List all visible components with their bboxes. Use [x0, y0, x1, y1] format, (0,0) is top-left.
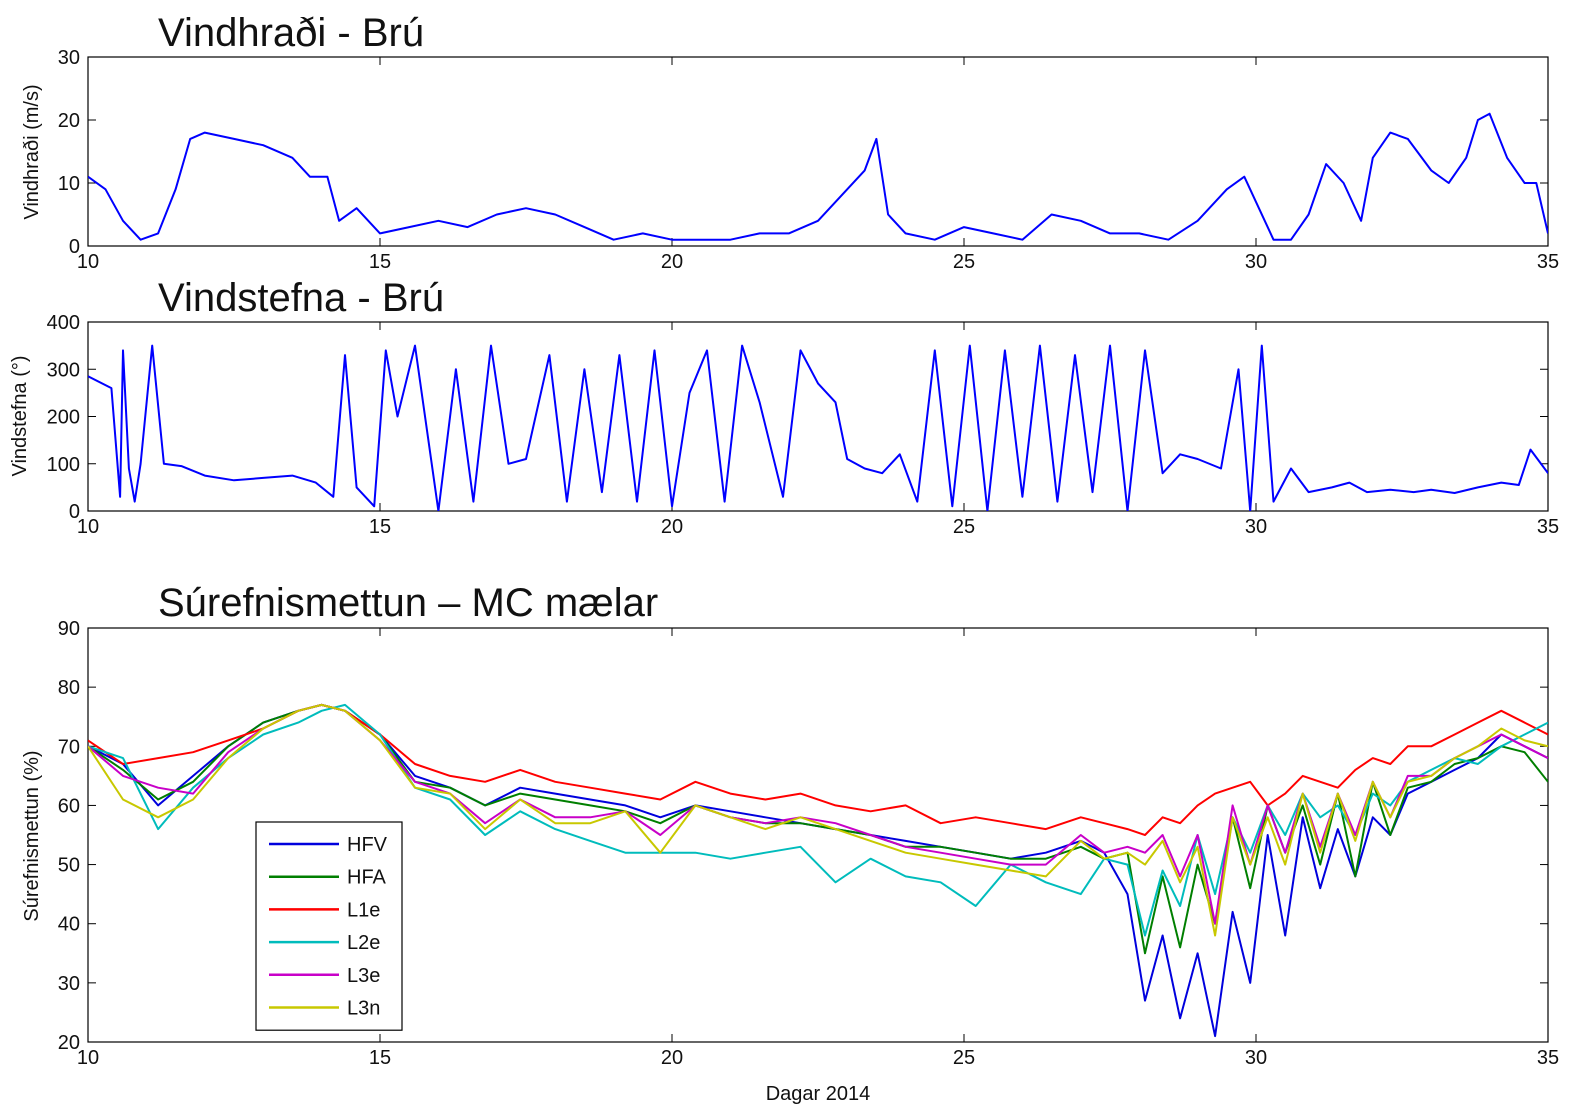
x-tick-label: 30	[1245, 1047, 1267, 1069]
series-line	[88, 344, 1548, 511]
panel-title: Vindhraði - Brú	[158, 11, 424, 55]
y-tick-label: 300	[47, 359, 80, 381]
panel-wind-direction: Vindstefna - Brú Vindstefna (°) 10 15 20 25…	[9, 276, 1559, 538]
y-tick-label: 200	[47, 407, 80, 429]
x-tick-label: 15	[369, 251, 391, 273]
y-tick-label: 30	[58, 973, 80, 995]
x-tick-label: 35	[1537, 516, 1559, 538]
plot-frame	[87, 321, 1549, 512]
y-tick-label: 70	[58, 736, 80, 758]
legend-label: L3n	[347, 998, 380, 1020]
y-tick-label: 10	[58, 173, 80, 195]
x-tick-label: 10	[77, 516, 99, 538]
series-lines	[88, 703, 1548, 1038]
y-axis-label: Súrefnismettun (%)	[21, 750, 43, 921]
y-tick-label: 90	[58, 618, 80, 640]
y-tick-label: 0	[69, 501, 80, 523]
panel-oxygen-saturation: Súrefnismettun – MC mælar Súrefnismettun…	[21, 581, 1559, 1105]
panel-title: Vindstefna - Brú	[158, 276, 444, 320]
series-lines	[88, 344, 1548, 511]
x-tick-label: 10	[77, 251, 99, 273]
series-line-l3n	[88, 703, 1548, 937]
x-tick-label: 15	[369, 1047, 391, 1069]
x-tick-label: 20	[661, 1047, 683, 1069]
x-tick-label: 35	[1537, 1047, 1559, 1069]
x-tick-label: 20	[661, 516, 683, 538]
y-tick-label: 400	[47, 312, 80, 334]
legend-label: HFV	[347, 834, 388, 856]
y-tick-label: 100	[47, 454, 80, 476]
legend-label: L2e	[347, 932, 380, 954]
x-tick-label: 20	[661, 251, 683, 273]
legend-label: L3e	[347, 965, 380, 987]
x-tick-label: 30	[1245, 516, 1267, 538]
x-tick-label: 25	[953, 516, 975, 538]
y-tick-label: 40	[58, 914, 80, 936]
legend-label: HFA	[347, 867, 387, 889]
y-tick-label: 50	[58, 855, 80, 877]
x-tick-label: 15	[369, 516, 391, 538]
y-tick-label: 0	[69, 236, 80, 258]
y-tick-label: 20	[58, 1032, 80, 1054]
y-tick-label: 30	[58, 47, 80, 69]
x-axis-label: Dagar 2014	[766, 1083, 871, 1105]
series-lines	[88, 112, 1548, 241]
panel-title: Súrefnismettun – MC mælar	[158, 581, 658, 625]
y-axis-label: Vindhraði (m/s)	[21, 84, 43, 219]
plot-frame	[87, 56, 1549, 247]
y-axis-label: Vindstefna (°)	[9, 355, 31, 476]
y-tick-label: 60	[58, 795, 80, 817]
series-line	[88, 112, 1548, 241]
x-tick-label: 25	[953, 251, 975, 273]
y-tick-label: 20	[58, 110, 80, 132]
x-tick-label: 25	[953, 1047, 975, 1069]
legend-box	[255, 821, 403, 1031]
panel-wind-speed: Vindhraði - Brú Vindhraði (m/s) 10 15 20 25…	[21, 11, 1559, 273]
x-tick-label: 30	[1245, 251, 1267, 273]
y-tick-label: 80	[58, 677, 80, 699]
legend-label: L1e	[347, 899, 380, 921]
x-tick-label: 35	[1537, 251, 1559, 273]
x-tick-label: 10	[77, 1047, 99, 1069]
